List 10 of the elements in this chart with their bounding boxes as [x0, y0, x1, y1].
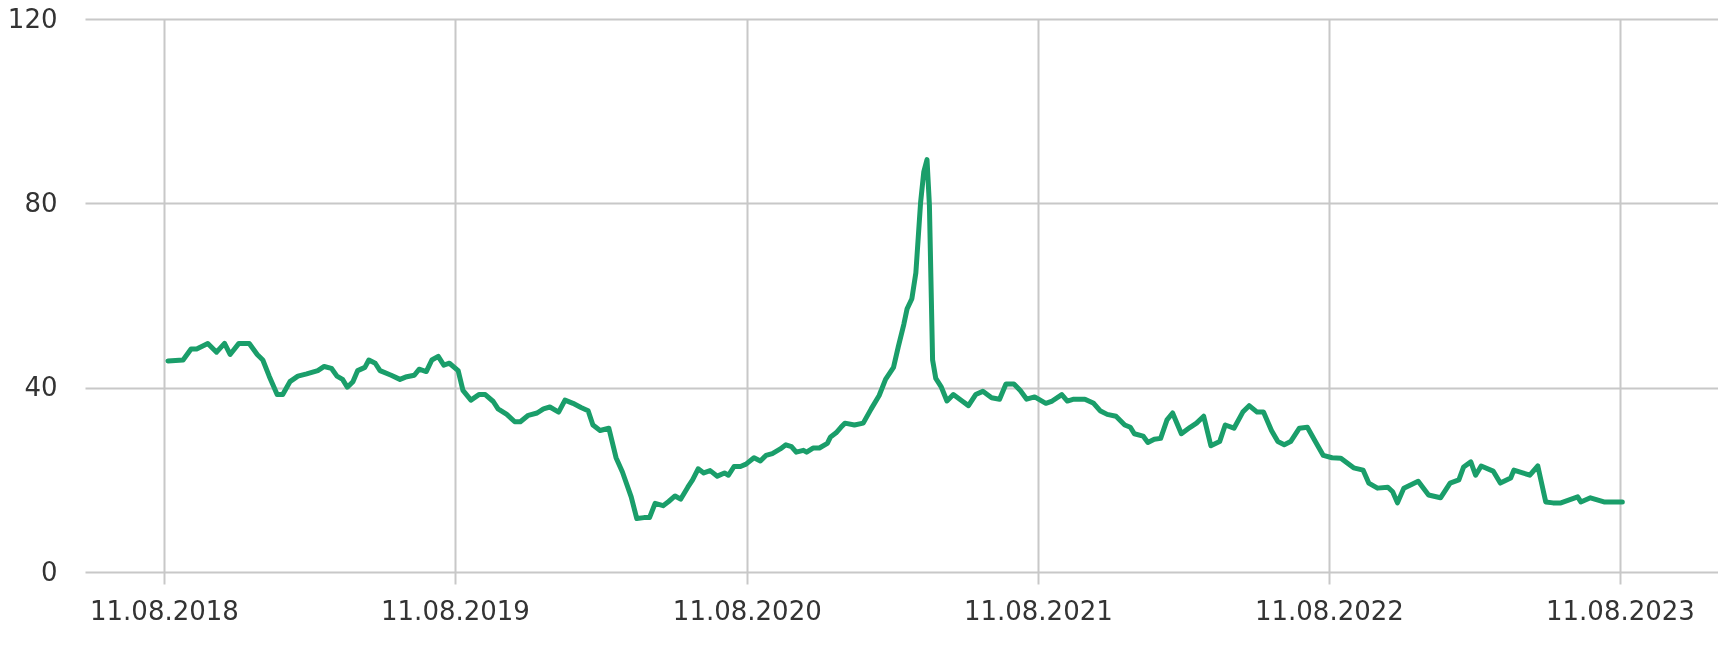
- x-tick-label: 11.08.2020: [672, 595, 822, 626]
- x-tick-label: 11.08.2019: [381, 595, 530, 626]
- y-tick-label: 40: [24, 372, 58, 403]
- x-tick-label: 11.08.2021: [963, 595, 1113, 626]
- x-tick-label: 11.08.2022: [1254, 595, 1404, 626]
- x-tick-label: 11.08.2018: [90, 595, 239, 626]
- y-tick-label: 80: [24, 187, 58, 218]
- x-tick-label: 11.08.2023: [1545, 595, 1695, 626]
- y-tick-label: 120: [7, 3, 58, 34]
- y-tick-label: 0: [40, 556, 58, 587]
